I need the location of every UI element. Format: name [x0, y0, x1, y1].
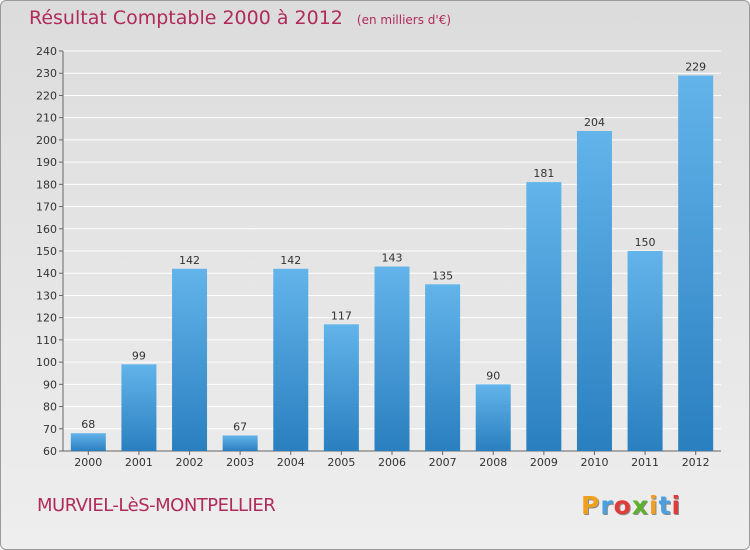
x-tick-label: 2005 — [327, 456, 355, 469]
bar-2008 — [475, 384, 511, 451]
x-tick-label: 2001 — [125, 456, 153, 469]
x-tick-label: 2000 — [74, 456, 102, 469]
bar-2000 — [70, 433, 106, 451]
brand-letter: i — [649, 491, 659, 520]
value-label: 99 — [132, 349, 146, 362]
y-tick-label: 150 — [36, 245, 57, 258]
y-tick-label: 220 — [36, 89, 57, 102]
brand-letter: P — [581, 491, 601, 520]
bars — [70, 75, 714, 451]
x-tick-label: 2009 — [530, 456, 558, 469]
y-tick-label: 60 — [43, 445, 57, 458]
bar-2009 — [526, 182, 562, 451]
x-tick-label: 2004 — [277, 456, 305, 469]
x-tick-label: 2012 — [682, 456, 710, 469]
value-label: 68 — [81, 418, 95, 431]
brand-letter: t — [658, 491, 672, 520]
y-tick-label: 160 — [36, 223, 57, 236]
brand-letter: i — [671, 491, 682, 520]
y-tick-label: 170 — [36, 201, 57, 214]
bar-2007 — [425, 284, 461, 451]
y-tick-label: 190 — [36, 156, 57, 169]
bar-2011 — [627, 251, 663, 451]
y-tick-label: 120 — [36, 312, 57, 325]
x-tick-label: 2007 — [429, 456, 457, 469]
brand-letter: x — [631, 491, 649, 520]
y-tick-label: 180 — [36, 178, 57, 191]
x-tick-label: 2010 — [580, 456, 608, 469]
chart-title: Résultat Comptable 2000 à 2012 — [29, 7, 343, 29]
y-tick-label: 240 — [36, 45, 57, 58]
brand-logo: Proxiti — [581, 491, 681, 520]
value-label: 229 — [685, 60, 706, 73]
place-name: MURVIEL-LèS-MONTPELLIER — [37, 495, 276, 516]
value-label: 204 — [584, 116, 605, 129]
value-label: 142 — [280, 254, 301, 267]
value-label: 143 — [382, 252, 403, 265]
title-row: Résultat Comptable 2000 à 2012 (en milli… — [29, 7, 451, 29]
bar-2003 — [222, 435, 258, 451]
x-tick-label: 2002 — [176, 456, 204, 469]
bar-2006 — [374, 266, 410, 451]
bar-2002 — [172, 268, 208, 451]
y-tick-label: 100 — [36, 356, 57, 369]
value-label: 117 — [331, 309, 352, 322]
value-label: 181 — [533, 167, 554, 180]
brand-letter: r — [600, 491, 614, 520]
y-tick-label: 90 — [43, 378, 57, 391]
y-tick-label: 70 — [43, 423, 57, 436]
bar-2005 — [323, 324, 359, 451]
y-tick-label: 130 — [36, 289, 57, 302]
bar-2001 — [121, 364, 157, 451]
x-tick-label: 2011 — [631, 456, 659, 469]
value-label: 150 — [635, 236, 656, 249]
y-tick-label: 140 — [36, 267, 57, 280]
y-tick-label: 210 — [36, 112, 57, 125]
x-tick-label: 2003 — [226, 456, 254, 469]
value-label: 135 — [432, 269, 453, 282]
chart-unit: (en milliers d'€) — [356, 13, 452, 27]
y-tick-label: 80 — [43, 401, 57, 414]
x-tick-label: 2008 — [479, 456, 507, 469]
labels: 60 70 80 90 100 110 120 130 140 150 160 170 180 190 20… — [36, 45, 710, 469]
x-tick-label: 2006 — [378, 456, 406, 469]
value-label: 90 — [486, 369, 500, 382]
bar-2004 — [273, 268, 309, 451]
bar-2010 — [576, 131, 612, 451]
bar-2012 — [678, 75, 714, 451]
brand-letter: o — [613, 491, 632, 520]
y-tick-label: 230 — [36, 67, 57, 80]
y-tick-label: 110 — [36, 334, 57, 347]
y-tick-label: 200 — [36, 134, 57, 147]
value-label: 142 — [179, 254, 200, 267]
value-label: 67 — [233, 420, 247, 433]
